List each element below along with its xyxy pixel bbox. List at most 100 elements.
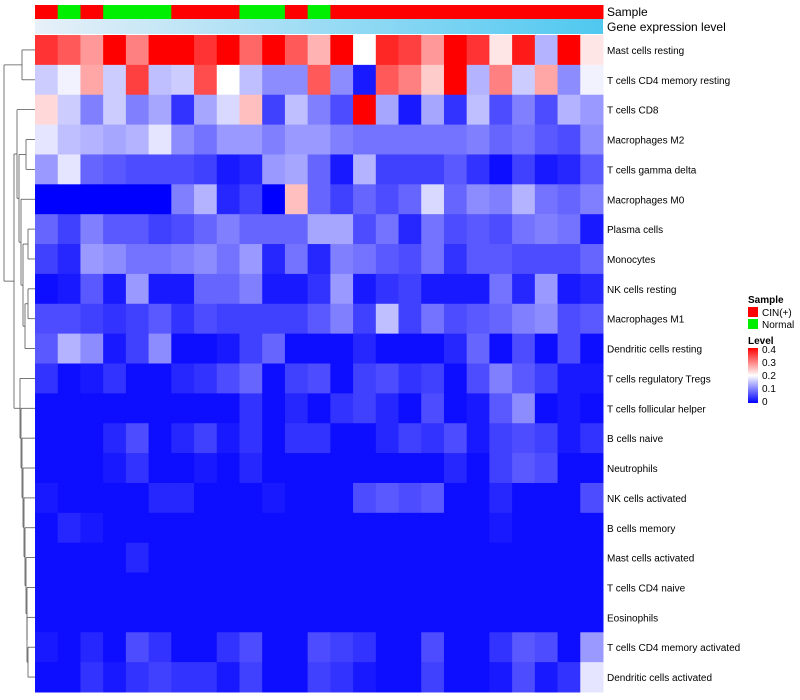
- heatmap-cell: [262, 94, 286, 126]
- heatmap-cell: [125, 453, 150, 484]
- heatmap-cell: [194, 542, 218, 574]
- sample-annotation-cell: [421, 5, 445, 19]
- heatmap-cell: [216, 453, 240, 484]
- heatmap-cell: [557, 303, 581, 335]
- heatmap-cell: [262, 273, 286, 305]
- sample-annotation-cell: [194, 5, 218, 19]
- sample-annotation-cell: [216, 5, 240, 19]
- row-label: T cells follicular helper: [607, 404, 706, 415]
- heatmap-cell: [557, 124, 581, 155]
- heatmap-cell: [330, 662, 354, 693]
- heatmap-cell: [148, 363, 172, 394]
- heatmap-cell: [35, 244, 59, 275]
- heatmap-cell: [512, 453, 536, 484]
- sample-annotation-cell: [443, 5, 468, 19]
- heatmap-cell: [443, 244, 468, 275]
- heatmap-cell: [421, 662, 445, 693]
- heatmap-cell: [103, 512, 127, 544]
- heatmap-cell: [330, 632, 354, 663]
- heatmap-cell: [171, 244, 195, 275]
- heatmap-cell: [171, 423, 195, 454]
- heatmap-cell: [239, 662, 263, 693]
- heatmap-cell: [148, 214, 172, 245]
- heatmap-cell: [171, 572, 195, 603]
- heatmap-cell: [262, 602, 286, 633]
- heatmap-cell: [148, 273, 172, 305]
- heatmap-cell: [284, 94, 309, 126]
- heatmap-cell: [512, 423, 536, 454]
- heatmap-cell: [307, 542, 331, 574]
- heatmap-cell: [125, 35, 150, 66]
- heatmap-cell: [57, 542, 81, 574]
- heatmap-cell: [194, 64, 218, 96]
- heatmap-cell: [353, 632, 377, 663]
- heatmap-cell: [580, 572, 604, 603]
- heatmap-cell: [489, 124, 513, 155]
- row-label: T cells CD8: [607, 106, 659, 117]
- row-label: Mast cells activated: [607, 554, 694, 565]
- heatmap-cell: [35, 35, 59, 66]
- heatmap-cell: [148, 423, 172, 454]
- heatmap-cell: [194, 453, 218, 484]
- heatmap-cell: [35, 363, 59, 394]
- heatmap-cell: [443, 482, 468, 514]
- heatmap-cell: [194, 393, 218, 424]
- heatmap-cell: [125, 94, 150, 126]
- heatmap-cell: [534, 303, 559, 335]
- heatmap-cell: [580, 303, 604, 335]
- heatmap-cell: [466, 453, 490, 484]
- sample-legend: Sample CIN(+) Normal: [748, 295, 794, 331]
- heatmap-cell: [512, 632, 536, 663]
- sample-annotation-cell: [330, 5, 354, 19]
- row-labels: Mast cells resting T cells CD4 memory res…: [607, 46, 740, 684]
- heatmap-cell: [375, 602, 400, 633]
- heatmap-cell: [284, 632, 309, 663]
- heatmap-cell: [557, 572, 581, 603]
- heatmap-cell: [398, 35, 422, 66]
- heatmap-cell: [557, 363, 581, 394]
- heatmap-cell: [421, 572, 445, 603]
- heatmap-cell: [580, 363, 604, 394]
- heatmap-cell: [330, 184, 354, 215]
- heatmap-cell: [284, 602, 309, 633]
- heatmap-cell: [330, 64, 354, 96]
- heatmap-cell: [353, 572, 377, 603]
- heatmap-cell: [307, 64, 331, 96]
- heatmap-cell: [330, 453, 354, 484]
- heatmap-cell: [398, 512, 422, 544]
- sample-annotation-cell: [398, 5, 422, 19]
- sample-annotation-cell: [353, 5, 377, 19]
- heatmap-cell: [443, 512, 468, 544]
- heatmap-cell: [239, 184, 263, 215]
- heatmap-cell: [353, 64, 377, 96]
- heatmap-cell: [35, 423, 59, 454]
- heatmap-cell: [103, 154, 127, 185]
- heatmap-cell: [353, 423, 377, 454]
- heatmap-cell: [148, 482, 172, 514]
- heatmap-cell: [489, 393, 513, 424]
- heatmap-cell: [421, 154, 445, 185]
- heatmap-cell: [421, 244, 445, 275]
- heatmap-cell: [57, 184, 81, 215]
- heatmap-cell: [262, 333, 286, 364]
- heatmap-cell: [375, 124, 400, 155]
- heatmap-cell: [262, 184, 286, 215]
- heatmap-cell: [194, 124, 218, 155]
- heatmap-cell: [443, 154, 468, 185]
- row-label: Mast cells resting: [607, 46, 684, 57]
- heatmap-cell: [262, 572, 286, 603]
- heatmap-cell: [353, 602, 377, 633]
- heatmap-cell: [443, 273, 468, 305]
- heatmap-cell: [375, 94, 400, 126]
- heatmap-cell: [512, 244, 536, 275]
- heatmap-cell: [35, 572, 59, 603]
- heatmap-cell: [398, 363, 422, 394]
- heatmap-cell: [330, 333, 354, 364]
- heatmap-cell: [284, 154, 309, 185]
- legend-swatch-normal: [748, 319, 758, 329]
- heatmap-cell: [35, 214, 59, 245]
- sample-annotation-cell: [262, 5, 286, 19]
- heatmap-cell: [284, 184, 309, 215]
- level-legend-title: Level: [748, 336, 774, 347]
- level-color-scale: [748, 348, 758, 403]
